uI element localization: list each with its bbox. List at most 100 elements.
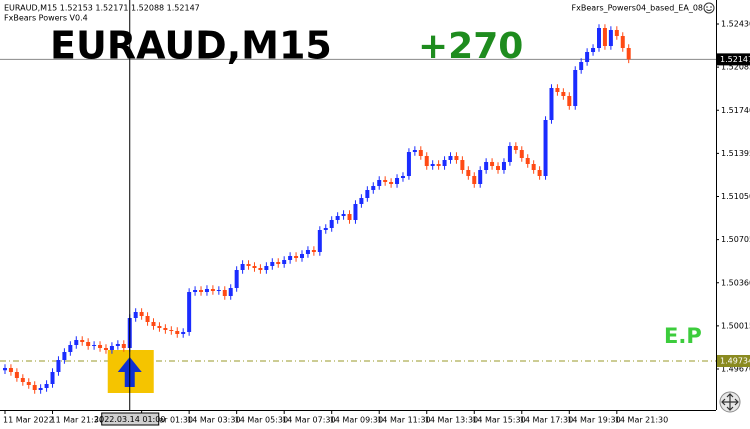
x-tick-label: 14 Mar 09:30	[330, 416, 383, 425]
candle-body	[424, 156, 429, 166]
candle-body	[507, 146, 512, 162]
candle-body	[151, 322, 156, 326]
candle-body	[359, 198, 364, 204]
candle-body	[549, 88, 554, 120]
candle-body	[430, 164, 435, 166]
candle-body	[513, 146, 518, 150]
entry-price-box-label: 1.49734	[720, 357, 750, 366]
candle-body	[585, 52, 590, 62]
candle-body	[561, 92, 566, 96]
candle-body	[163, 328, 168, 330]
candle-body	[626, 48, 631, 60]
candle-body	[216, 290, 221, 291]
candle-body	[567, 96, 572, 106]
candle-body	[20, 378, 25, 382]
candle-body	[591, 48, 596, 52]
candle-body	[181, 332, 186, 334]
candle-body	[466, 170, 471, 176]
candle-body	[478, 170, 483, 184]
candle-body	[258, 268, 263, 270]
candle-body	[133, 312, 138, 318]
x-tick-label: 11 Mar 2022	[3, 416, 54, 425]
candle-body	[145, 316, 150, 322]
y-tick-label: 1.50015	[721, 321, 750, 330]
candle-body	[98, 345, 103, 348]
entry-label: E.P	[664, 324, 702, 348]
candle-body	[329, 220, 334, 228]
candle-body	[389, 182, 394, 184]
candle-body	[341, 214, 346, 216]
candle-body	[442, 160, 447, 166]
candle-body	[377, 180, 382, 186]
candle-body	[347, 214, 352, 220]
candle-body	[294, 256, 299, 258]
candle-body	[222, 290, 227, 296]
candle-body	[86, 342, 91, 346]
entry-price-box	[717, 355, 750, 367]
candle-body	[454, 156, 459, 160]
indicator-name: FxBears Powers V0.4	[4, 14, 88, 23]
candle-body	[519, 150, 524, 158]
candle-body	[573, 70, 578, 106]
y-tick-label: 1.52085	[721, 63, 750, 72]
x-tick-label: 14 Mar 05:30	[235, 416, 288, 425]
candle-body	[38, 388, 43, 390]
y-tick-label: 1.50705	[721, 235, 750, 244]
current-price-box	[717, 53, 750, 66]
candle-body	[80, 340, 85, 342]
candle-body	[501, 162, 506, 170]
candle-body	[400, 176, 405, 178]
candle-body	[335, 216, 340, 220]
x-tick-label: 14 Mar 17:30	[520, 416, 573, 425]
candle-body	[157, 326, 162, 328]
candle-body	[597, 28, 601, 48]
candle-body	[204, 289, 209, 292]
candle-body	[311, 250, 316, 252]
y-tick-label: 1.51395	[721, 149, 750, 158]
candle-body	[210, 289, 215, 291]
candle-body	[406, 152, 411, 176]
candle-body	[300, 254, 304, 258]
candle-body	[14, 372, 19, 378]
candle-body	[8, 368, 13, 372]
candle-body	[614, 30, 619, 36]
candle-body	[305, 250, 310, 254]
candle-body	[496, 166, 501, 170]
candle-body	[490, 162, 495, 166]
candle-body	[282, 260, 287, 264]
candle-body	[543, 120, 548, 176]
crosshair-time: 2022.03.14 01:00	[94, 415, 165, 424]
candle-body	[472, 176, 477, 184]
candle-body	[371, 186, 376, 190]
candle-body	[537, 170, 542, 176]
candle-body	[270, 262, 275, 266]
candle-body	[620, 36, 625, 48]
candle-body	[602, 28, 607, 46]
candle-body	[74, 340, 79, 345]
candle-body	[436, 164, 441, 166]
candle-body	[187, 292, 192, 332]
candle-body	[121, 344, 126, 348]
candle-body	[199, 290, 204, 292]
y-tick-label: 1.51050	[721, 192, 750, 201]
current-price-label: 1.52147	[720, 55, 750, 64]
candle-body	[525, 158, 530, 164]
candle-body	[246, 264, 251, 266]
candle-body	[484, 162, 489, 170]
candle-body	[169, 330, 174, 331]
candle-body	[353, 204, 358, 220]
x-tick-label: 11 Mar 21:30	[51, 416, 104, 425]
symbol-title: EURAUD,M15	[50, 24, 332, 68]
x-tick-label: 14 Mar 13:30	[425, 416, 478, 425]
candle-body	[276, 262, 281, 264]
x-tick-label: 14 Mar 01:30	[140, 416, 193, 425]
x-tick-label: 14 Mar 21:30	[615, 416, 668, 425]
candle-body	[56, 360, 61, 372]
candle-body	[323, 228, 328, 230]
candle-body	[608, 30, 613, 46]
candle-body	[252, 266, 257, 268]
x-tick-label: 14 Mar 15:30	[472, 416, 525, 425]
